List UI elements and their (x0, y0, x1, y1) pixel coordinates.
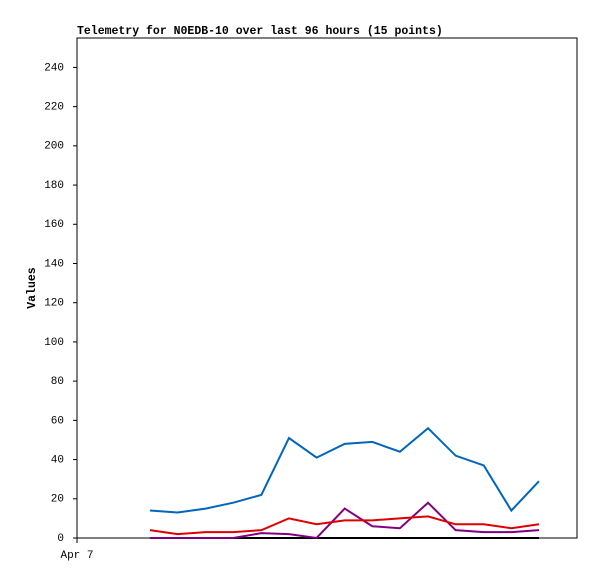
y-tick-label: 220 (44, 102, 64, 114)
y-axis-label: Values (26, 267, 39, 309)
y-tick-label: 200 (44, 141, 64, 153)
y-tick-label: 40 (51, 454, 64, 466)
y-tick-label: 100 (44, 337, 64, 349)
y-tick-label: 180 (44, 180, 64, 192)
y-tick-label: 0 (57, 533, 64, 545)
series-line (149, 426, 540, 514)
y-tick-label: 20 (51, 494, 64, 506)
y-tick-label: 240 (44, 62, 64, 74)
y-tick-label: 140 (44, 258, 64, 270)
y-tick-label: 160 (44, 219, 64, 231)
y-tick-label: 120 (44, 298, 64, 310)
x-tick-label: Apr 7 (60, 550, 93, 562)
y-tick-label: 80 (51, 376, 64, 388)
plot-frame (76, 37, 578, 539)
chart-title: Telemetry for N0EDB-10 over last 96 hour… (77, 25, 443, 38)
series-line (149, 515, 540, 536)
y-tick-label: 60 (51, 415, 64, 427)
series-line (149, 501, 540, 540)
